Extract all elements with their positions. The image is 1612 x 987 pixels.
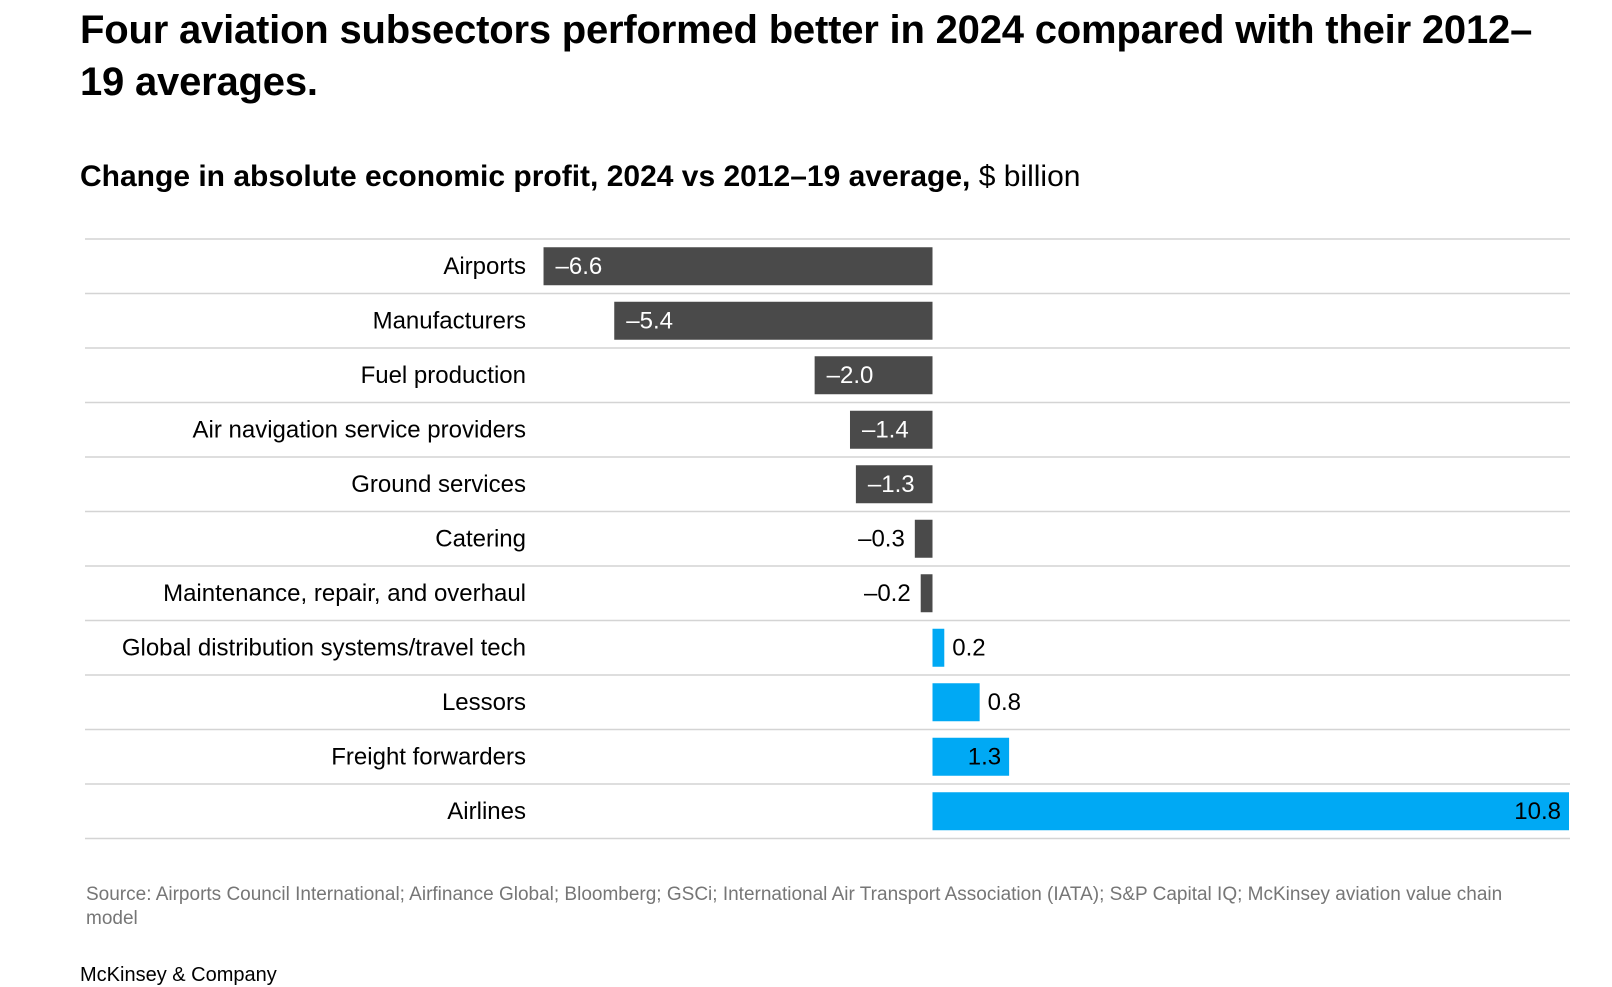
source-note: Source: Airports Council International; … [86, 884, 1503, 929]
bar [849, 410, 933, 449]
bar [932, 683, 980, 722]
value-label: 0.2 [952, 634, 985, 661]
value-label: –0.2 [864, 580, 911, 607]
value-label: –1.4 [862, 416, 909, 443]
category-label: Catering [435, 525, 526, 552]
category-label: Global distribution systems/travel tech [122, 634, 526, 661]
category-label: Freight forwarders [331, 743, 526, 770]
bar [543, 247, 933, 286]
category-label: Airports [443, 253, 526, 280]
bar [855, 465, 933, 504]
category-label: Manufacturers [373, 307, 526, 334]
value-label: –5.4 [626, 307, 673, 334]
bar [932, 792, 1569, 831]
value-label: –2.0 [827, 362, 874, 389]
category-label: Airlines [447, 798, 526, 825]
category-label: Maintenance, repair, and overhaul [163, 580, 526, 607]
subtitle-measure: Change in absolute economic profit, 2024… [80, 160, 971, 193]
value-label: –0.3 [858, 525, 905, 552]
value-label: 1.3 [968, 743, 1001, 770]
value-label: 10.8 [1514, 798, 1561, 825]
bar [914, 519, 933, 558]
subtitle-unit: $ billion [978, 160, 1081, 193]
value-label: 0.8 [988, 689, 1021, 716]
category-label: Lessors [442, 689, 526, 716]
bar [814, 356, 933, 395]
category-label: Air navigation service providers [193, 416, 526, 443]
bar [920, 574, 933, 613]
chart-subtitle: Change in absolute economic profit, 2024… [80, 158, 1080, 196]
brand-logo-text: McKinsey & Company [80, 964, 277, 986]
value-label: –1.3 [868, 471, 915, 498]
bar [932, 737, 1010, 776]
bar-chart: Airports –6.6 Manufacturers –5.4 Fuel produc… [85, 238, 1570, 840]
category-label: Ground services [351, 471, 526, 498]
bar [932, 628, 945, 667]
bar [614, 301, 933, 340]
chart-headline: Four aviation subsectors performed bette… [80, 8, 1533, 104]
value-label: –6.6 [556, 253, 603, 280]
category-label: Fuel production [361, 362, 526, 389]
